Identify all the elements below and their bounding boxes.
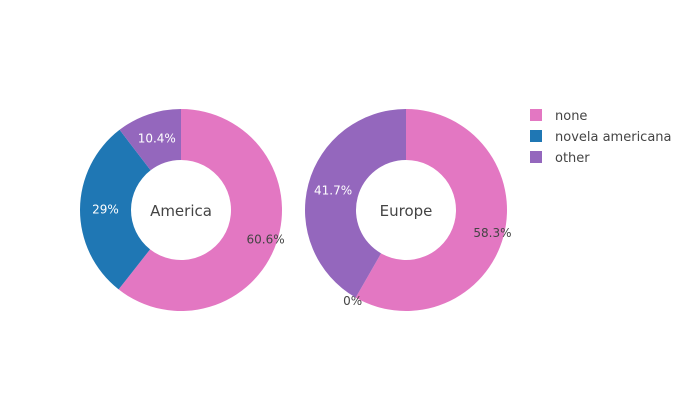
- legend: none novela americana other: [530, 109, 672, 166]
- legend-item-other[interactable]: other: [530, 151, 590, 166]
- slice-other[interactable]: [119, 109, 181, 171]
- donut-america: 60.6% 29% 10.4% America: [79, 109, 285, 311]
- center-label: America: [150, 202, 212, 220]
- legend-label: other: [555, 151, 590, 166]
- slice-novela-americana[interactable]: [79, 129, 151, 290]
- legend-swatch: [530, 151, 542, 163]
- slice-none[interactable]: [355, 109, 508, 312]
- legend-swatch: [530, 130, 542, 142]
- legend-item-novela-americana[interactable]: novela americana: [530, 130, 672, 145]
- legend-label: novela americana: [555, 130, 672, 145]
- donut-europe: 58.3% 0% 41.7% Europe: [305, 109, 512, 312]
- slice-label-novela-americana: 0%: [343, 294, 362, 308]
- slice-label-other: 41.7%: [314, 184, 352, 198]
- legend-item-none[interactable]: none: [530, 109, 587, 124]
- slice-label-none: 60.6%: [247, 232, 285, 246]
- legend-label: none: [555, 109, 587, 124]
- slice-label-none: 58.3%: [473, 226, 511, 240]
- slice-other[interactable]: [305, 109, 406, 298]
- slice-none[interactable]: [118, 109, 282, 311]
- legend-swatch: [530, 109, 542, 121]
- slice-label-other: 10.4%: [138, 131, 176, 145]
- slice-label-novela-americana: 29%: [92, 203, 119, 217]
- center-label: Europe: [380, 202, 433, 220]
